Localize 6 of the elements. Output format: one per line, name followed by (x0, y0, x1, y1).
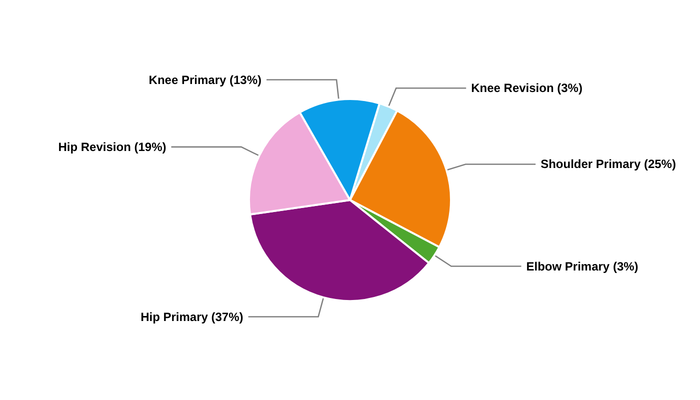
slice-label: Hip Primary (37%) (140, 310, 244, 324)
slice-label: Hip Revision (19%) (58, 140, 166, 154)
slice-label: Elbow Primary (3%) (526, 259, 638, 274)
slice-label: Knee Revision (3%) (471, 81, 582, 96)
slice-label: Knee Primary (13%) (148, 72, 262, 87)
slice-label: Shoulder Primary (25%) (540, 157, 676, 172)
